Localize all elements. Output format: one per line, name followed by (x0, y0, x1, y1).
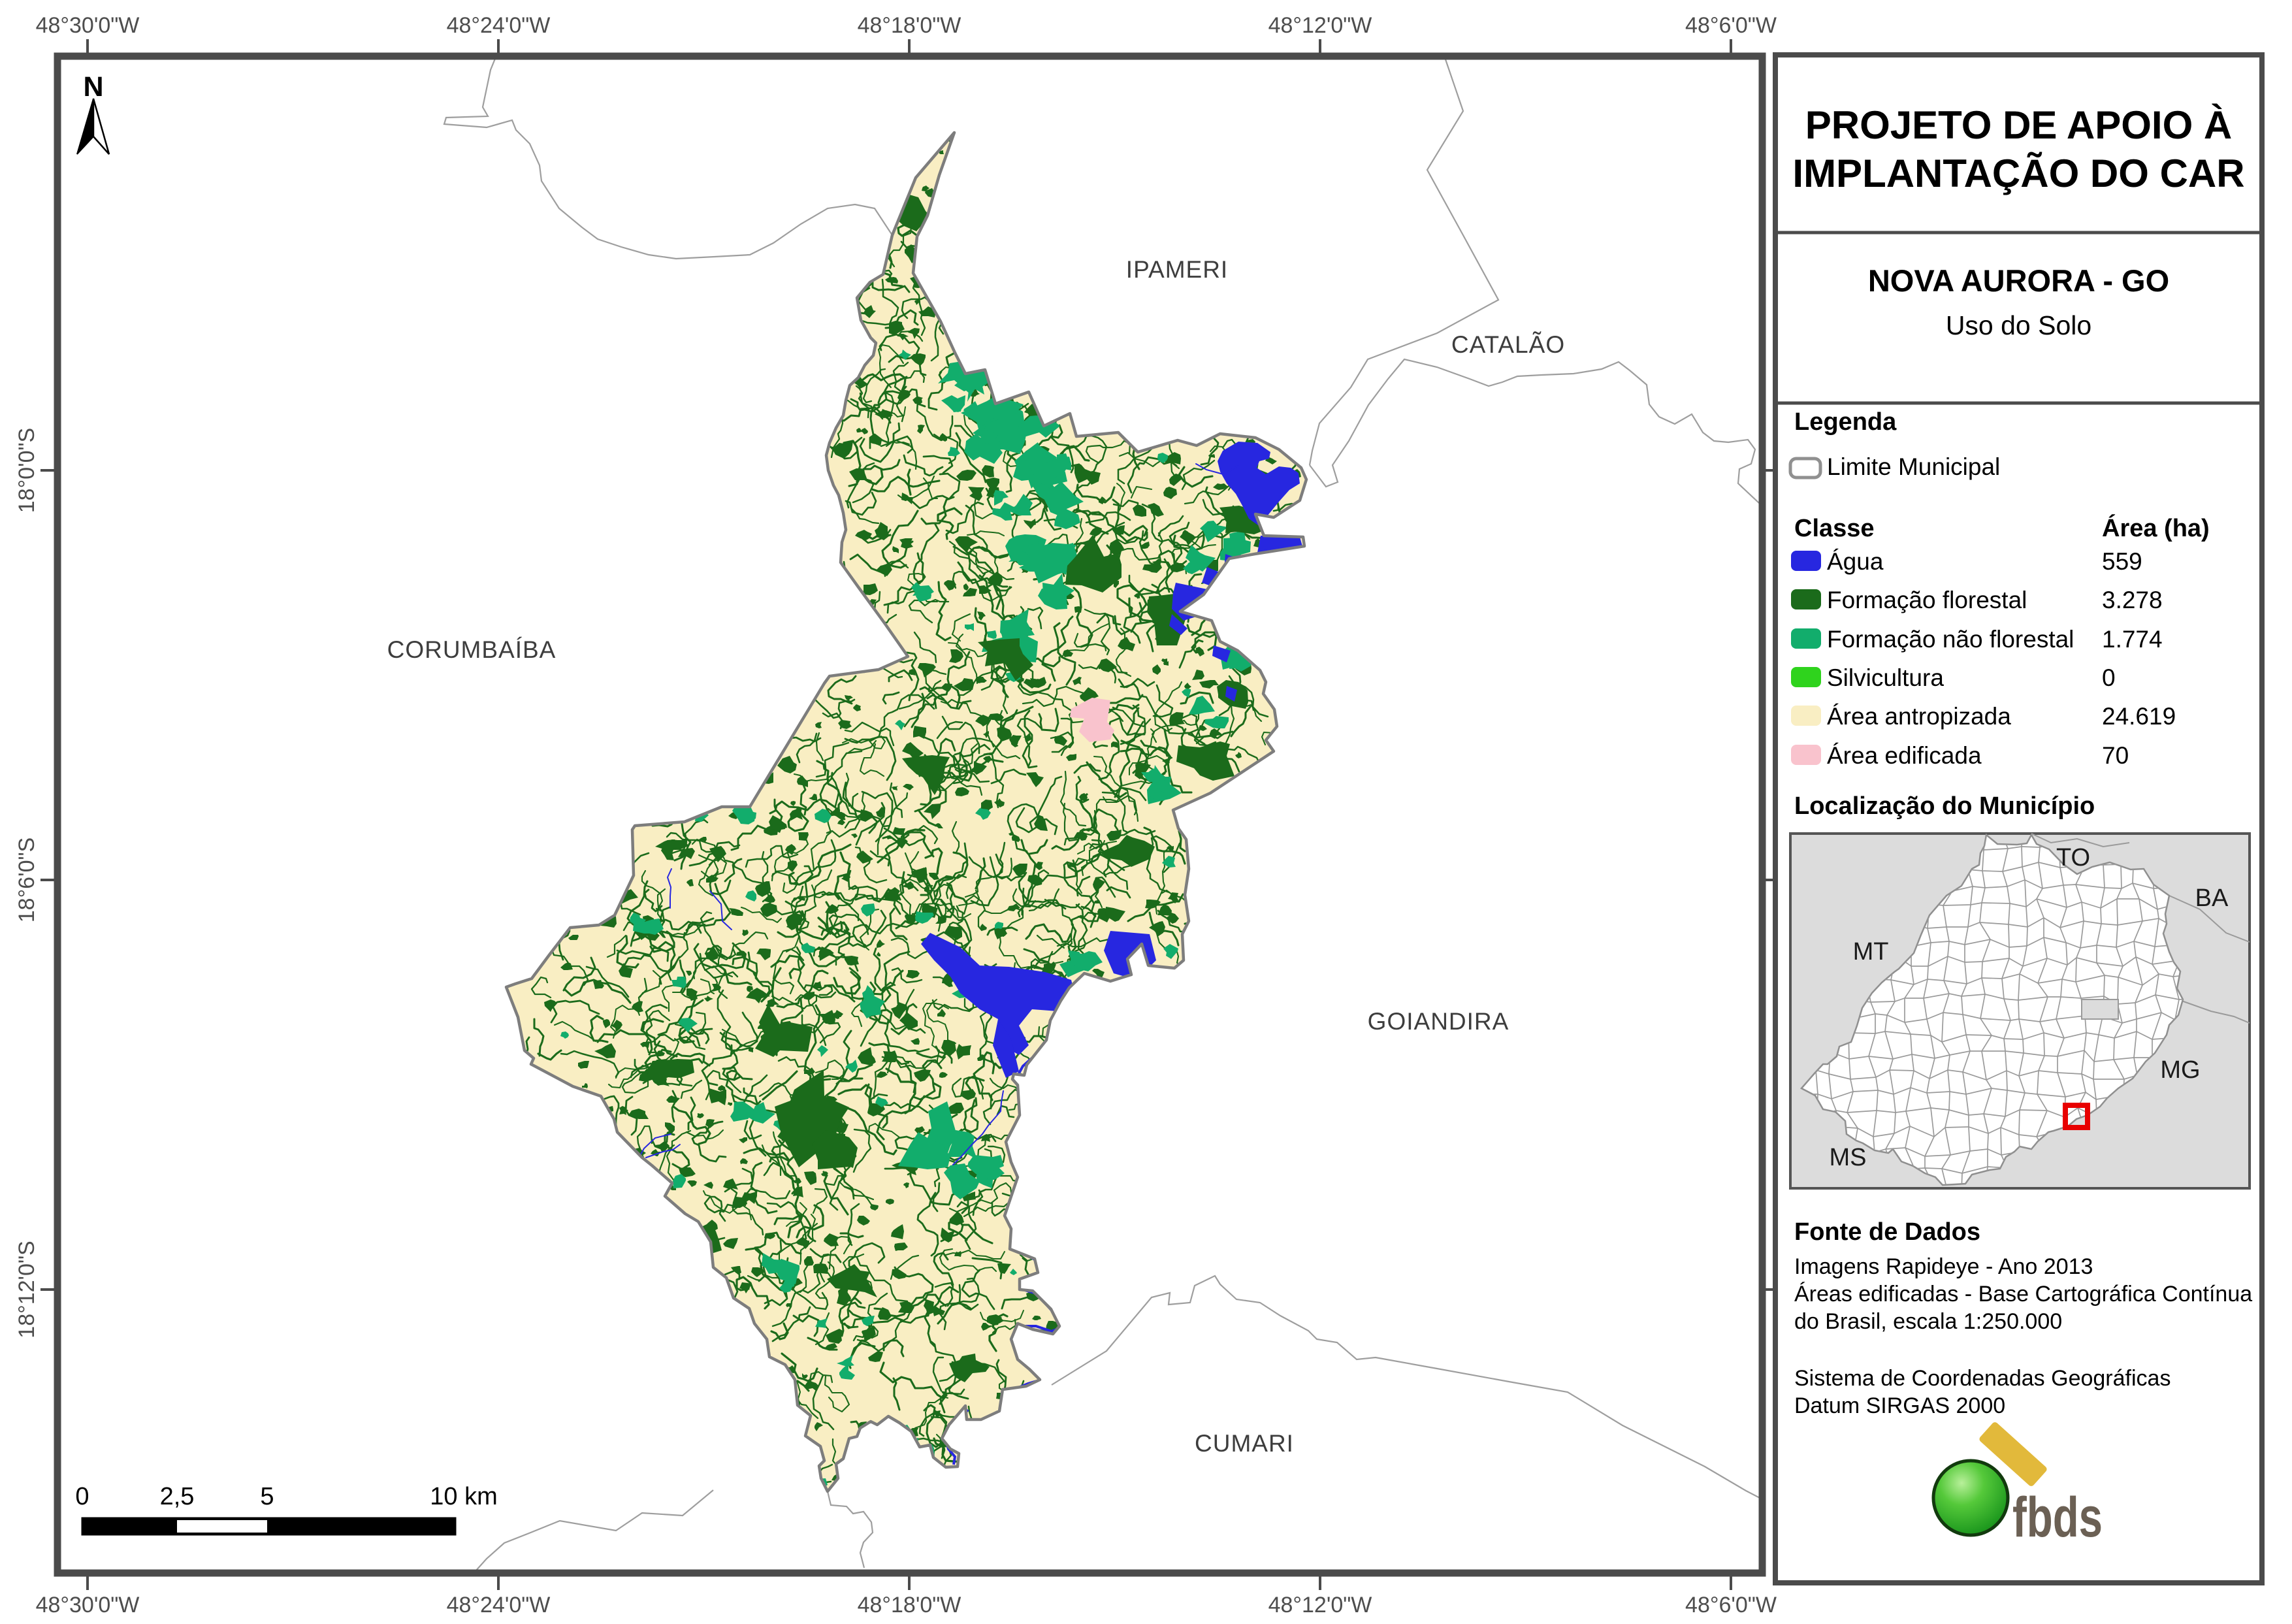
svg-text:48°24'0"W: 48°24'0"W (447, 13, 551, 38)
svg-text:Silvicultura: Silvicultura (1827, 664, 1944, 691)
svg-text:do Brasil, escala 1:250.000: do Brasil, escala 1:250.000 (1794, 1309, 2062, 1334)
svg-text:18°12'0"S: 18°12'0"S (14, 1241, 39, 1338)
svg-text:CORUMBAÍBA: CORUMBAÍBA (387, 636, 557, 663)
svg-text:Área antropizada: Área antropizada (1827, 703, 2011, 730)
svg-text:fbds: fbds (2012, 1486, 2103, 1549)
svg-text:GOIANDIRA: GOIANDIRA (1368, 1008, 1509, 1035)
svg-text:IPAMERI: IPAMERI (1126, 256, 1228, 283)
svg-text:Formação florestal: Formação florestal (1827, 587, 2027, 613)
svg-text:MG: MG (2160, 1056, 2200, 1084)
svg-text:MT: MT (1853, 938, 1889, 966)
svg-text:48°24'0"W: 48°24'0"W (447, 1593, 551, 1617)
svg-text:18°6'0"S: 18°6'0"S (14, 837, 39, 922)
svg-text:2,5: 2,5 (160, 1483, 195, 1510)
svg-text:70: 70 (2102, 742, 2129, 769)
svg-text:Fonte de Dados: Fonte de Dados (1794, 1218, 1980, 1246)
svg-text:5: 5 (260, 1483, 274, 1510)
svg-text:48°18'0"W: 48°18'0"W (858, 13, 961, 38)
svg-text:Áreas edificadas - Base Cartog: Áreas edificadas - Base Cartográfica Con… (1794, 1282, 2252, 1307)
svg-text:3.278: 3.278 (2102, 587, 2163, 613)
svg-text:48°12'0"W: 48°12'0"W (1268, 13, 1372, 38)
svg-text:BA: BA (2195, 885, 2229, 912)
svg-text:IMPLANTAÇÃO DO CAR: IMPLANTAÇÃO DO CAR (1792, 152, 2244, 195)
svg-text:N: N (83, 71, 103, 103)
svg-text:48°6'0"W: 48°6'0"W (1685, 1593, 1777, 1617)
svg-text:18°0'0"S: 18°0'0"S (14, 428, 39, 513)
svg-text:48°30'0"W: 48°30'0"W (36, 13, 140, 38)
svg-text:Área edificada: Área edificada (1827, 742, 1982, 769)
svg-text:24.619: 24.619 (2102, 703, 2176, 730)
svg-text:Localização do Município: Localização do Município (1794, 792, 2095, 820)
svg-text:Legenda: Legenda (1794, 408, 1897, 436)
svg-text:PROJETO DE APOIO À: PROJETO DE APOIO À (1805, 103, 2232, 147)
svg-text:MS: MS (1830, 1144, 1867, 1171)
svg-text:TO: TO (2056, 844, 2090, 871)
svg-text:Limite Municipal: Limite Municipal (1827, 453, 2000, 480)
svg-text:559: 559 (2102, 548, 2142, 575)
svg-text:48°18'0"W: 48°18'0"W (858, 1593, 961, 1617)
svg-text:CATALÃO: CATALÃO (1451, 331, 1565, 358)
svg-text:0: 0 (75, 1483, 89, 1510)
svg-text:1.774: 1.774 (2102, 626, 2163, 653)
svg-text:Área (ha): Área (ha) (2102, 513, 2210, 542)
svg-text:48°12'0"W: 48°12'0"W (1268, 1593, 1372, 1617)
svg-text:NOVA AURORA - GO: NOVA AURORA - GO (1868, 263, 2169, 298)
svg-text:0: 0 (2102, 664, 2116, 691)
svg-text:Formação não florestal: Formação não florestal (1827, 626, 2074, 653)
svg-text:CUMARI: CUMARI (1195, 1430, 1294, 1457)
svg-text:Sistema de Coordenadas Geográf: Sistema de Coordenadas Geográficas (1794, 1366, 2171, 1391)
svg-text:Uso do Solo: Uso do Solo (1946, 310, 2091, 340)
svg-text:Água: Água (1827, 548, 1884, 575)
svg-text:48°30'0"W: 48°30'0"W (36, 1593, 140, 1617)
svg-text:Classe: Classe (1794, 515, 1875, 542)
svg-text:Datum SIRGAS 2000: Datum SIRGAS 2000 (1794, 1393, 2005, 1418)
svg-text:10 km: 10 km (430, 1483, 497, 1510)
svg-text:48°6'0"W: 48°6'0"W (1685, 13, 1777, 38)
svg-text:Imagens Rapideye - Ano 2013: Imagens Rapideye - Ano 2013 (1794, 1254, 2093, 1279)
